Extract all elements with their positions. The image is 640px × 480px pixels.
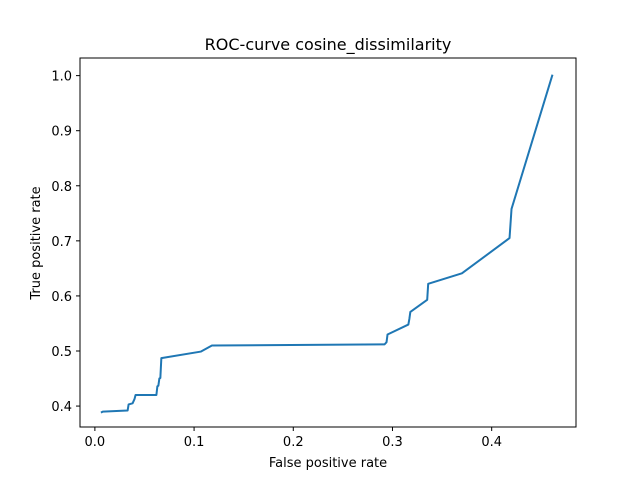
axes-frame <box>79 57 577 428</box>
x-tick-label: 0.4 <box>481 435 502 450</box>
y-tick-label: 0.7 <box>51 235 72 250</box>
y-tick-label: 0.5 <box>51 345 72 360</box>
plot-area: 0.0 0.1 0.2 0.3 0.4 0.4 0.5 0.6 0.7 0.8 0.9 1.0 <box>51 57 577 450</box>
y-tick-label: 0.8 <box>51 180 72 195</box>
roc-curve-line <box>100 74 554 414</box>
x-tick-label: 0.0 <box>85 435 106 450</box>
chart-title: ROC-curve cosine_dissimilarity <box>205 35 452 55</box>
y-tick-label: 0.6 <box>51 290 72 305</box>
x-tick-label: 0.3 <box>382 435 403 450</box>
x-tick-label: 0.1 <box>184 435 205 450</box>
y-tick-label: 0.9 <box>51 125 72 140</box>
x-tick-label: 0.2 <box>283 435 304 450</box>
y-axis-label: True positive rate <box>29 186 44 300</box>
y-tick-label: 0.4 <box>51 400 72 415</box>
x-axis-label: False positive rate <box>269 456 387 471</box>
y-tick-label: 1.0 <box>51 70 72 85</box>
